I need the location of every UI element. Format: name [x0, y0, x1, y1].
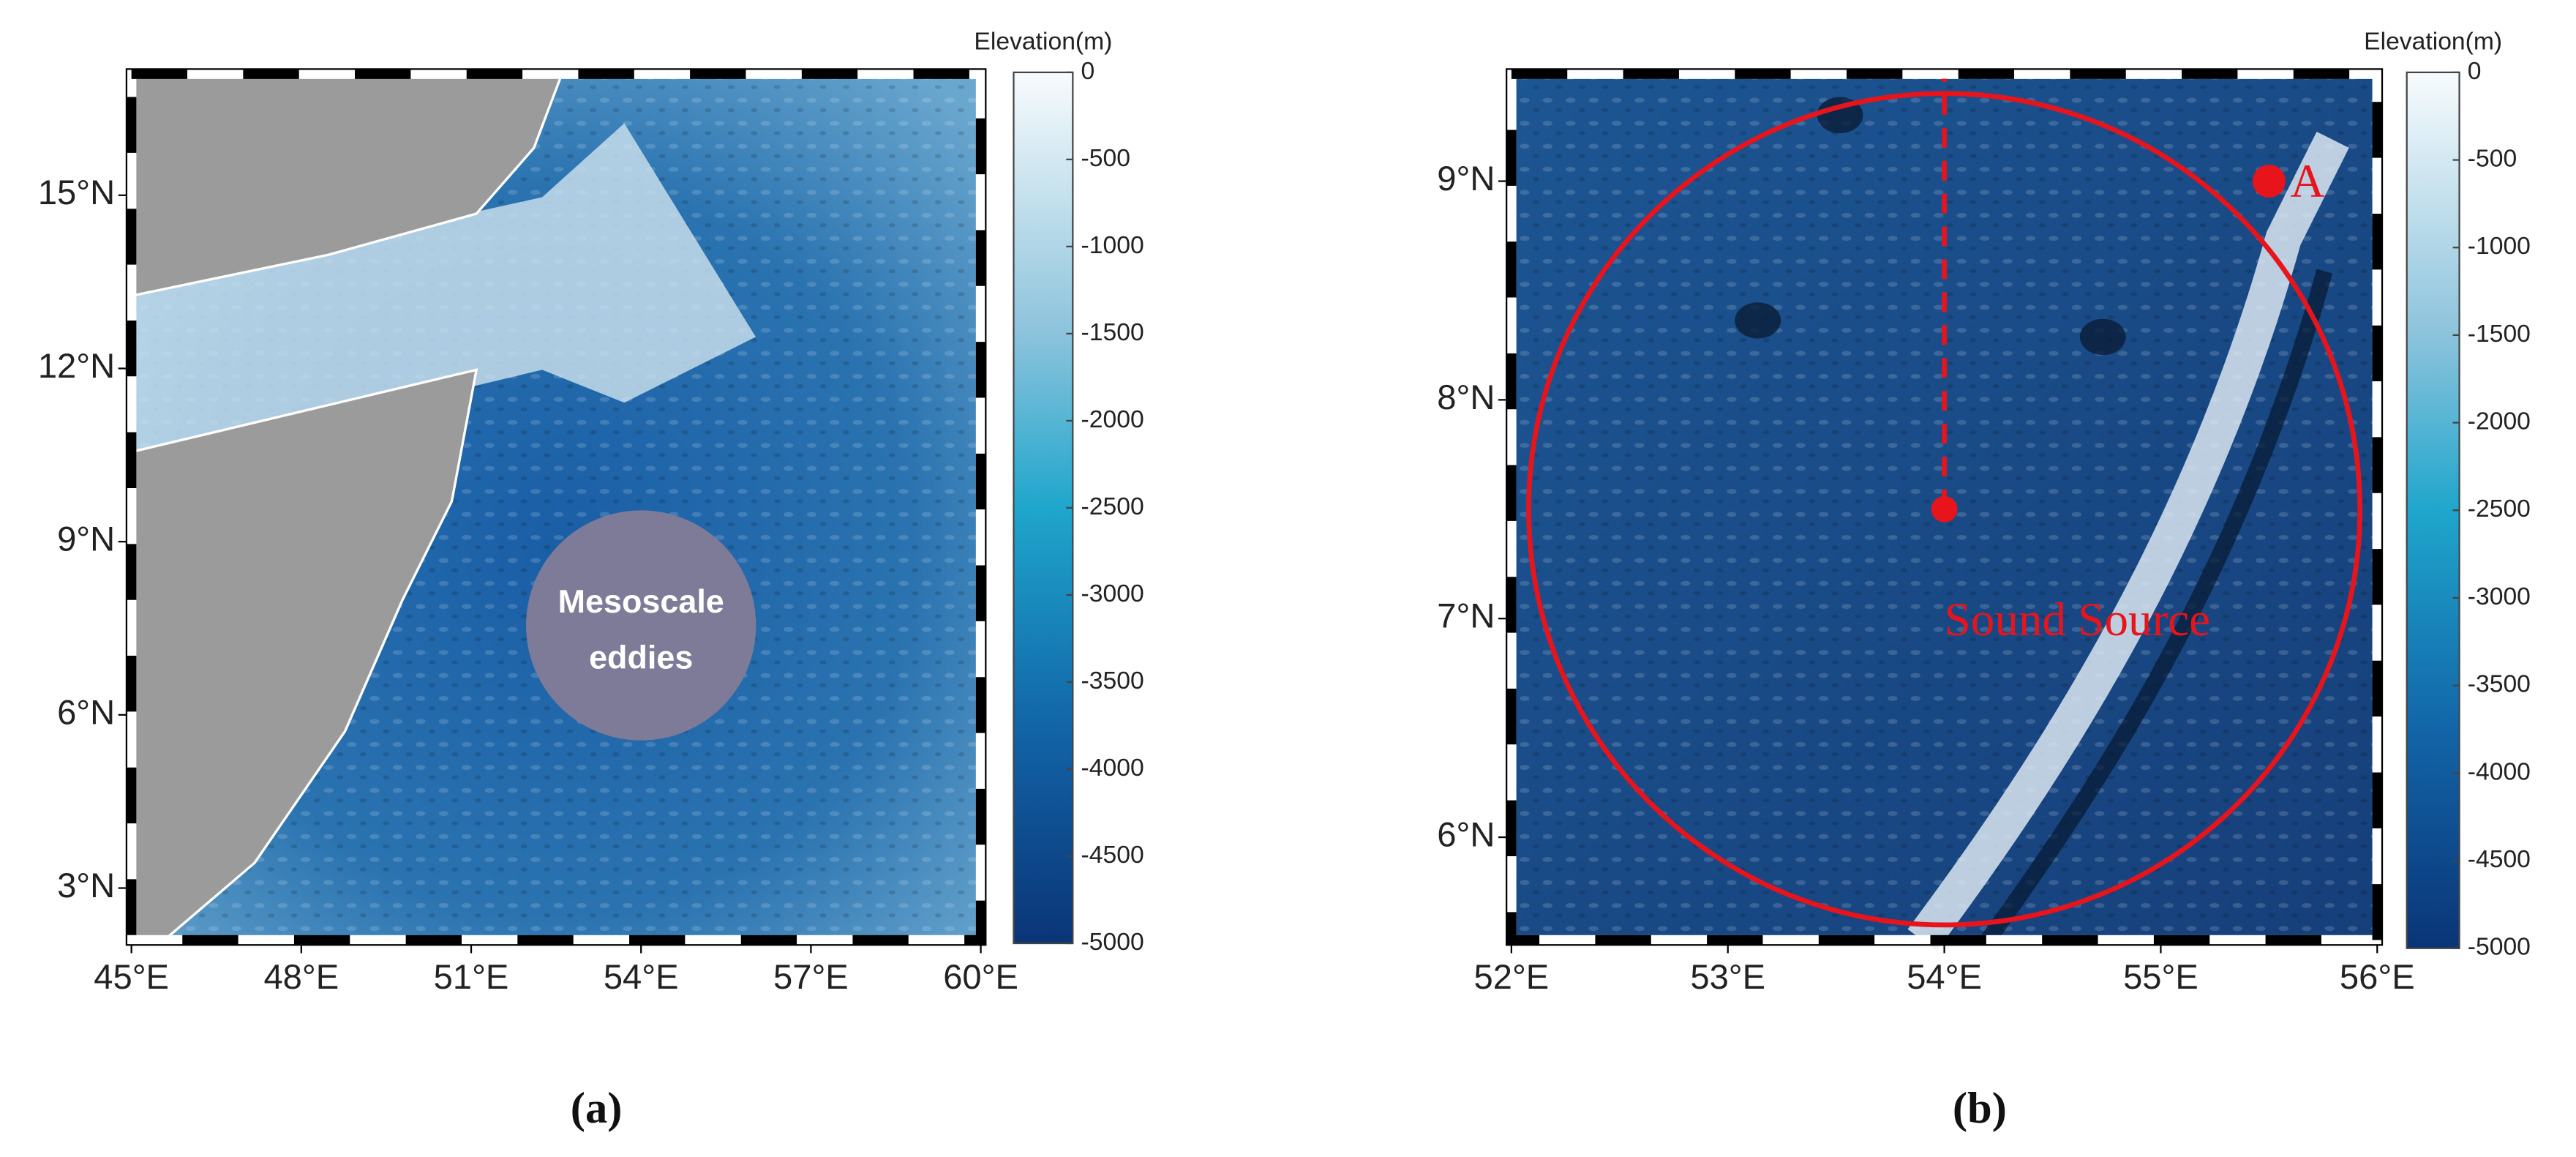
y-tick-label: 6°N [57, 692, 115, 731]
sound-source-label: Sound Source [1945, 594, 2211, 646]
gulf-shelf [131, 123, 756, 469]
colorbar-tick-label: -1000 [1081, 232, 1144, 259]
panel-label: (a) [571, 1084, 623, 1133]
colorbar-tick-label: -4500 [2468, 846, 2531, 873]
colorbar-tick-label: -5000 [1081, 929, 1144, 956]
y-tick-label: 15°N [38, 173, 115, 211]
colorbar-tick-label: -2500 [2468, 495, 2531, 523]
point-a-label: A [2291, 155, 2325, 208]
colorbar-tick-label: -2500 [1081, 493, 1144, 520]
frame-edge [125, 68, 987, 946]
colorbar-tick-label: -5000 [2468, 934, 2531, 961]
frame-pattern [126, 69, 986, 946]
seamount [2079, 318, 2126, 356]
y-tick-label: 9°N [57, 520, 115, 558]
panel-label: (b) [1953, 1084, 2007, 1133]
colorbar [2406, 71, 2460, 949]
x-tick-label: 55°E [2123, 957, 2198, 996]
x-tick-label: 56°E [2340, 957, 2415, 996]
y-tick-label: 9°N [1437, 159, 1495, 198]
colorbar-tick-label: -3500 [1081, 667, 1144, 694]
range-circle [1526, 91, 2363, 928]
colorbar-tick-label: -1500 [2468, 321, 2531, 348]
x-tick-label: 53°E [1690, 957, 1765, 996]
eddy-label: Mesoscale [558, 583, 724, 620]
colorbar-tick-label: 0 [1081, 58, 1095, 85]
ridge-shadow [1980, 269, 2333, 946]
sound-source [1931, 495, 1958, 523]
y-tick-label: 12°N [38, 346, 115, 385]
colorbar-tick-label: -3000 [2468, 583, 2531, 610]
colorbar-tick-label: 0 [2468, 58, 2482, 85]
colorbar-title: Elevation(m) [2364, 28, 2502, 55]
colorbar-tick-label: -4000 [1081, 755, 1144, 782]
x-tick-label: 51°E [434, 957, 509, 996]
colorbar-tick-label: -3000 [1081, 580, 1144, 607]
colorbar-tick-label: -1000 [2468, 233, 2531, 260]
x-tick-label: 52°E [1474, 957, 1550, 996]
x-tick-label: 48°E [263, 957, 339, 996]
eddy-label: eddies [589, 639, 693, 676]
point-a [2252, 165, 2286, 198]
colorbar-tick-label: -2000 [2468, 408, 2531, 435]
ridge [1907, 131, 2349, 951]
colorbar-tick-label: -1500 [1081, 319, 1144, 346]
colorbar-tick-label: -4000 [2468, 758, 2531, 785]
y-tick-label: 7°N [1437, 596, 1495, 635]
x-tick-label: 60°E [943, 957, 1018, 996]
colorbar-title: Elevation(m) [974, 28, 1112, 55]
y-tick-label: 8°N [1437, 378, 1495, 416]
colorbar-tick-label: -500 [2468, 145, 2517, 172]
x-tick-label: 57°E [773, 957, 849, 996]
colorbar-tick-label: -2000 [1081, 406, 1144, 433]
y-tick-label: 6°N [1437, 815, 1495, 854]
x-tick-label: 45°E [94, 957, 169, 996]
y-tick-label: 3°N [57, 866, 115, 905]
colorbar-tick-label: -500 [1081, 145, 1130, 172]
x-tick-label: 54°E [604, 957, 679, 996]
colorbar-tick-label: -4500 [1081, 842, 1144, 869]
colorbar [1013, 71, 1074, 945]
seamount [1735, 302, 1781, 339]
x-tick-label: 54°E [1907, 957, 1982, 996]
eddy [526, 510, 756, 741]
frame-pattern [1506, 69, 2383, 946]
colorbar-tick-label: -3500 [2468, 671, 2531, 698]
